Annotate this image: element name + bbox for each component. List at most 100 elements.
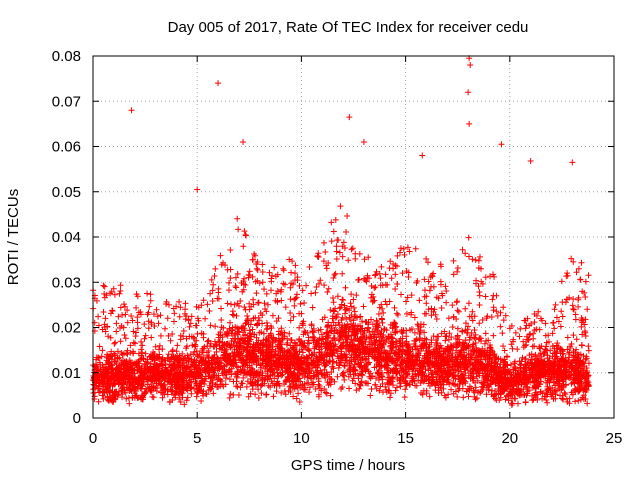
data-point (247, 327, 253, 333)
data-point (477, 302, 483, 308)
data-point (146, 304, 152, 310)
data-point (271, 264, 277, 270)
data-point (243, 233, 249, 239)
data-point (552, 306, 558, 312)
data-point (113, 328, 119, 334)
data-point (455, 307, 461, 313)
data-point (382, 299, 388, 305)
data-point (523, 400, 529, 406)
data-point (241, 304, 247, 310)
data-point (337, 203, 343, 209)
data-point (171, 310, 177, 316)
data-point (582, 294, 588, 300)
data-point (188, 391, 194, 397)
data-point (115, 314, 121, 320)
data-point (227, 395, 233, 401)
data-point (141, 321, 147, 327)
data-point (234, 384, 240, 390)
data-point (281, 267, 287, 273)
data-point (95, 314, 101, 320)
data-point (157, 312, 163, 318)
data-point (337, 249, 343, 255)
data-point (234, 313, 240, 319)
data-point (352, 380, 358, 386)
data-point (572, 398, 578, 404)
data-point (294, 291, 300, 297)
data-point (268, 278, 274, 284)
data-point (477, 254, 483, 260)
data-point (244, 313, 250, 319)
data-point (413, 246, 419, 252)
data-point (333, 243, 339, 249)
data-point (151, 394, 157, 400)
data-point (352, 256, 358, 262)
data-point (99, 347, 105, 353)
data-point (519, 355, 525, 361)
data-point (369, 386, 375, 392)
data-point (350, 297, 356, 303)
data-point (235, 226, 241, 232)
data-point (442, 338, 448, 344)
data-point (559, 278, 565, 284)
data-point (427, 288, 433, 294)
data-point (454, 298, 460, 304)
data-point (583, 279, 589, 285)
data-point (226, 287, 232, 293)
chart-title: Day 005 of 2017, Rate Of TEC Index for r… (168, 19, 529, 36)
data-point (278, 297, 284, 303)
data-point (398, 245, 404, 251)
data-point (395, 312, 401, 318)
data-point (217, 253, 223, 259)
data-point (227, 247, 233, 253)
data-point (493, 293, 499, 299)
data-point (233, 383, 239, 389)
data-point (158, 333, 164, 339)
data-point (244, 384, 250, 390)
data-point (121, 301, 127, 307)
data-point (459, 329, 465, 335)
data-point (431, 284, 437, 290)
data-point (471, 327, 477, 333)
data-point (476, 320, 482, 326)
data-point (292, 270, 298, 276)
data-point (570, 332, 576, 338)
data-point (329, 238, 335, 244)
data-point (490, 333, 496, 339)
data-point (171, 319, 177, 325)
data-point (403, 299, 409, 305)
data-point (311, 329, 317, 335)
data-point (585, 343, 591, 349)
data-point (334, 256, 340, 262)
data-point (133, 305, 139, 311)
data-point (321, 240, 327, 246)
data-point (176, 299, 182, 305)
data-point (187, 324, 193, 330)
data-point (181, 328, 187, 334)
data-point (367, 393, 373, 399)
data-point (212, 266, 218, 272)
data-point (372, 284, 378, 290)
data-point (348, 300, 354, 306)
data-point (372, 382, 378, 388)
data-point (270, 393, 276, 399)
data-point (135, 319, 141, 325)
data-point (189, 342, 195, 348)
data-point (227, 391, 233, 397)
data-point (523, 325, 529, 331)
data-point (324, 289, 330, 295)
data-point (466, 300, 472, 306)
data-point (208, 322, 214, 328)
data-point (226, 280, 232, 286)
data-point (100, 309, 106, 315)
data-point (205, 301, 211, 307)
data-point (460, 394, 466, 400)
data-point (383, 271, 389, 277)
data-point (434, 316, 440, 322)
data-point (345, 257, 351, 263)
data-point (236, 392, 242, 398)
data-point (147, 291, 153, 297)
data-point (339, 296, 345, 302)
data-point (97, 344, 103, 350)
data-point (96, 399, 102, 405)
data-point (387, 258, 393, 264)
